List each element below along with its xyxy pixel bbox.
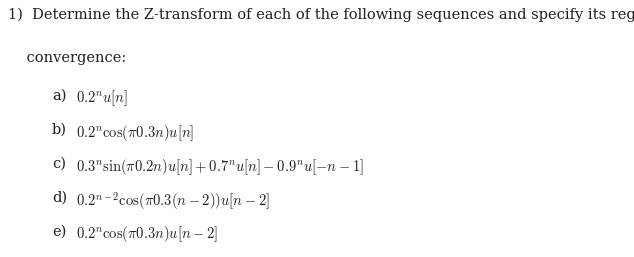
Text: $0.2^n u[n]$: $0.2^n u[n]$ xyxy=(76,89,128,108)
Text: $0.2^n \cos(\pi0.3n)u[n]$: $0.2^n \cos(\pi0.3n)u[n]$ xyxy=(76,123,195,143)
Text: e): e) xyxy=(52,224,67,238)
Text: b): b) xyxy=(52,123,67,136)
Text: a): a) xyxy=(52,89,67,103)
Text: c): c) xyxy=(52,157,66,170)
Text: d): d) xyxy=(52,190,67,204)
Text: $0.2^n \cos(\pi0.3n)u[n-2]$: $0.2^n \cos(\pi0.3n)u[n-2]$ xyxy=(76,224,218,244)
Text: $0.3^n \sin(\pi0.2n)u[n]+0.7^n u[n]-0.9^n u[-n-1]$: $0.3^n \sin(\pi0.2n)u[n]+0.7^n u[n]-0.9^… xyxy=(76,157,364,177)
Text: convergence:: convergence: xyxy=(8,51,126,65)
Text: 1)  Determine the Z-transform of each of the following sequences and specify its: 1) Determine the Z-transform of each of … xyxy=(8,8,634,22)
Text: $0.2^{n-2}\cos(\pi0.3(n-2))u[n-2]$: $0.2^{n-2}\cos(\pi0.3(n-2))u[n-2]$ xyxy=(76,190,270,212)
